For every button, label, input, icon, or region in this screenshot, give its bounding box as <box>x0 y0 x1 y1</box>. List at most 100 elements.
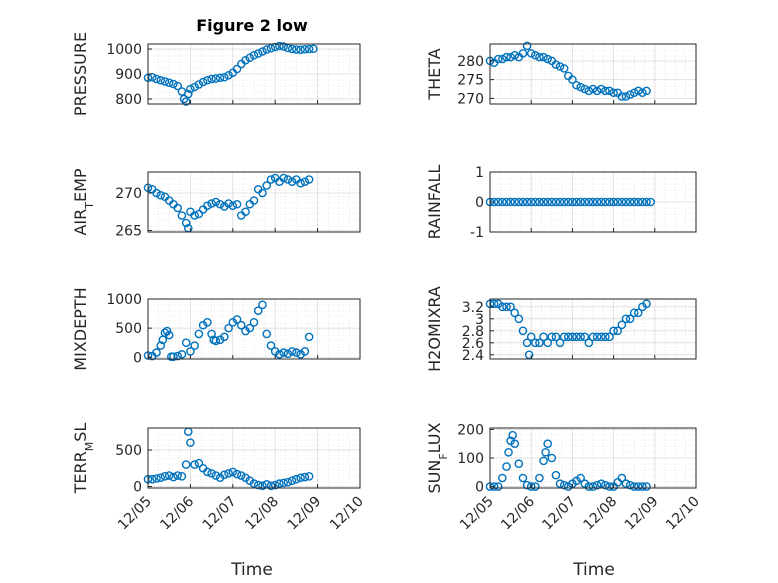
data-point <box>551 197 561 207</box>
data-point <box>190 341 199 350</box>
data-point <box>584 86 594 96</box>
subplot-2: 270 275 280 THETA <box>425 41 697 107</box>
data-point <box>292 474 301 484</box>
data-point <box>228 467 238 477</box>
data-point <box>518 49 528 58</box>
data-point <box>279 478 288 488</box>
data-point <box>236 471 246 480</box>
axes-box <box>147 298 361 360</box>
data-point <box>526 482 536 491</box>
data-point <box>506 197 515 207</box>
data-point <box>203 467 212 477</box>
y-tick-label: 0 <box>133 350 142 366</box>
x-tick-label: 12/06 <box>157 493 197 533</box>
data-point <box>642 86 651 96</box>
data-point <box>270 42 280 52</box>
data-point <box>245 323 255 333</box>
data-point <box>493 54 503 64</box>
data-point <box>522 480 532 490</box>
data-point <box>572 332 581 342</box>
x-axis-label-left: Time <box>230 560 273 580</box>
data-point <box>584 482 594 491</box>
data-point <box>266 175 276 184</box>
y-tick-label: 0 <box>133 480 142 496</box>
data-point <box>296 178 305 188</box>
data-point <box>215 73 225 83</box>
data-point <box>211 471 221 480</box>
data-point <box>232 315 242 324</box>
y-tick-label: 265 <box>115 224 142 240</box>
subplot-1: 800 900 1000 PRESSURE <box>71 32 361 116</box>
data-point <box>522 338 532 348</box>
data-point <box>304 44 314 54</box>
subplot-5: 0 500 1000 MIXDEPTH <box>71 287 361 371</box>
data-point <box>642 299 651 309</box>
data-point <box>309 44 318 54</box>
subplot-3: 265 270 AIRTEMP <box>71 168 361 240</box>
data-point <box>266 43 276 53</box>
x-axis-label-right: Time <box>572 560 615 580</box>
x-tick-label: 12/09 <box>285 494 325 534</box>
data-point <box>283 477 293 487</box>
data-point <box>152 474 161 483</box>
data-point <box>498 473 507 483</box>
data-point <box>514 197 524 207</box>
data-point <box>232 199 242 209</box>
y-tick-label: 280 <box>457 54 484 70</box>
data-point <box>514 459 524 469</box>
data-point <box>241 207 250 217</box>
data-point <box>531 197 540 207</box>
y-tick-label: -1 <box>470 225 484 241</box>
y-tick-label: 270 <box>457 91 484 107</box>
data-point <box>592 332 602 342</box>
data-point <box>224 70 233 80</box>
y-tick-label: 200 <box>457 422 484 438</box>
data-point <box>502 197 511 207</box>
data-point <box>296 45 305 55</box>
data-point <box>253 480 263 490</box>
data-point <box>629 88 639 98</box>
data-point <box>555 197 565 207</box>
data-point <box>249 50 259 60</box>
subplot-7: 0 500 12/05 12/06 12/07 12/08 12/09 12/10 TERRMS… <box>71 423 367 534</box>
data-point <box>283 175 293 184</box>
data-point <box>539 332 548 342</box>
y-tick-label: 0 <box>475 195 484 211</box>
data-point <box>551 470 561 480</box>
data-point <box>543 197 552 207</box>
data-point <box>493 482 503 491</box>
y-tick-label: 2.4 <box>462 348 484 364</box>
data-point <box>625 90 635 99</box>
data-point <box>531 338 540 348</box>
data-point <box>152 74 161 84</box>
data-point <box>634 197 643 207</box>
data-point <box>220 470 229 480</box>
data-point <box>232 469 242 479</box>
data-point <box>559 197 569 207</box>
data-point <box>524 350 534 360</box>
data-point <box>605 197 614 207</box>
data-point <box>621 479 631 489</box>
subplot-4: -1 0 1 RAINFALL <box>425 165 697 241</box>
y-tick-label: 1000 <box>106 292 142 308</box>
data-point <box>173 471 182 480</box>
data-point <box>169 472 178 482</box>
data-point <box>292 348 301 357</box>
y-tick-label: 1000 <box>106 42 142 58</box>
data-point <box>164 78 174 88</box>
data-point <box>279 42 288 51</box>
data-point <box>547 453 557 463</box>
x-tick-label: 12/07 <box>539 494 579 534</box>
data-point <box>510 308 520 318</box>
data-point <box>617 320 627 330</box>
data-point <box>580 197 590 207</box>
data-point <box>596 84 606 94</box>
data-point <box>518 326 528 336</box>
data-point <box>489 299 499 309</box>
data-point <box>576 473 585 483</box>
data-point <box>304 471 314 481</box>
data-point <box>526 197 536 207</box>
data-point <box>190 211 199 220</box>
data-point <box>621 197 631 207</box>
